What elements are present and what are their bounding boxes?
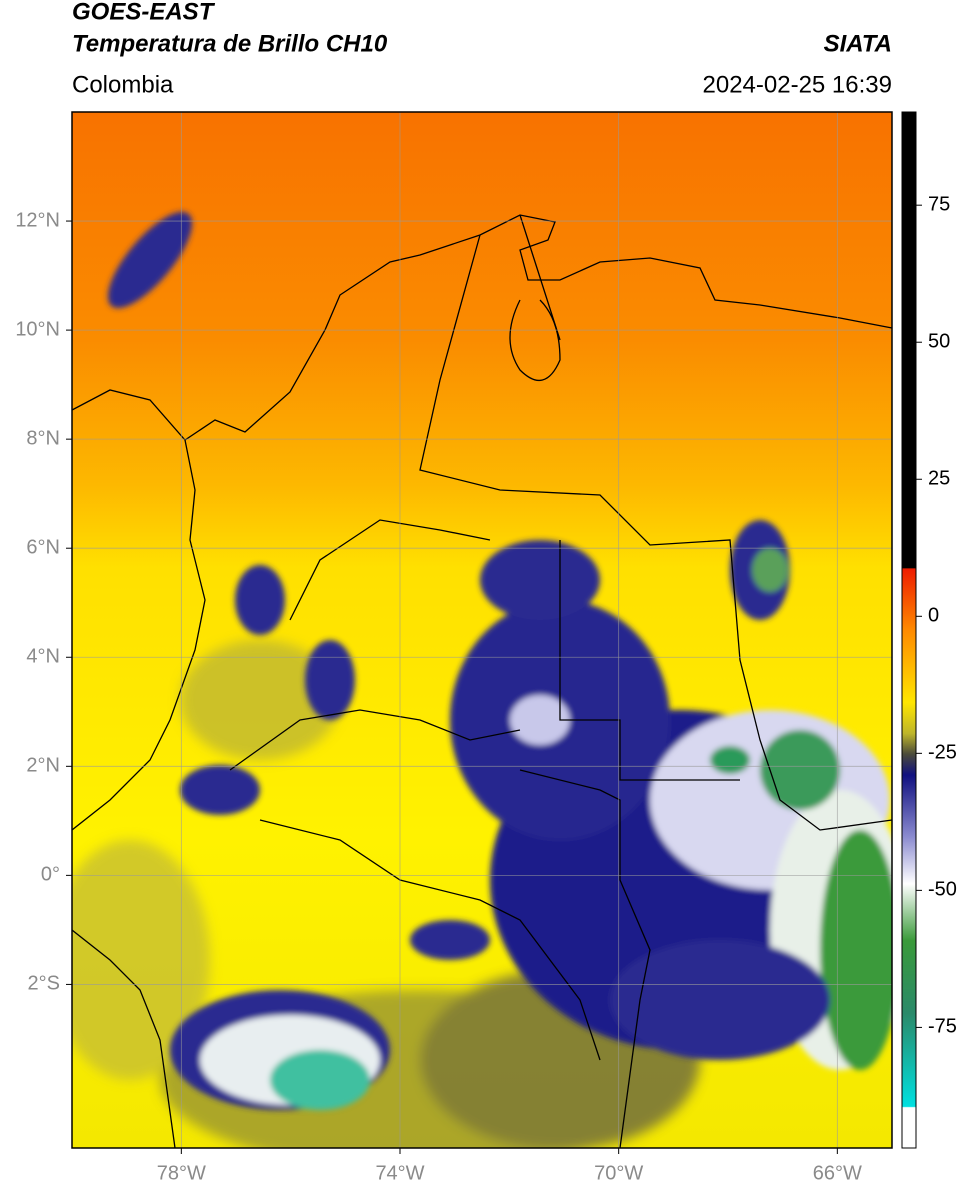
coastlines: [72, 214, 892, 1148]
y-tick-label: 8°N: [26, 427, 60, 449]
y-tick-label: 2°N: [26, 755, 60, 777]
colorbar-tick-label: 75: [928, 193, 950, 215]
colorbar: [901, 111, 917, 1149]
colorbar-tick-label: -25: [928, 742, 957, 764]
map-frame: [71, 111, 893, 1149]
region-label: Colombia: [72, 71, 174, 98]
x-tick-label: 66°W: [813, 1162, 862, 1184]
graticule: [72, 112, 892, 1148]
colorbar-tick-label: -75: [928, 1016, 957, 1038]
product-title: Temperatura de Brillo CH10: [72, 30, 388, 57]
colorbar-tick-label: 0: [928, 605, 939, 627]
y-tick-label: 4°N: [26, 646, 60, 668]
satellite-title: GOES-EAST: [72, 0, 216, 25]
source-label: SIATA: [824, 30, 892, 57]
y-tick-label: 12°N: [15, 209, 60, 231]
y-tick-label: 2°S: [28, 973, 60, 995]
y-tick-label: 0°: [41, 864, 60, 886]
datetime-label: 2024-02-25 16:39: [703, 71, 893, 98]
x-tick-label: 70°W: [594, 1162, 643, 1184]
x-tick-label: 74°W: [375, 1162, 424, 1184]
colorbar-tick-label: 25: [928, 468, 950, 490]
colorbar-tick-label: -50: [928, 879, 957, 901]
x-tick-label: 78°W: [157, 1162, 206, 1184]
colorbar-tick-label: 50: [928, 331, 950, 353]
satellite-image: [72, 112, 892, 1148]
y-tick-label: 6°N: [26, 536, 60, 558]
y-tick-label: 10°N: [15, 318, 60, 340]
